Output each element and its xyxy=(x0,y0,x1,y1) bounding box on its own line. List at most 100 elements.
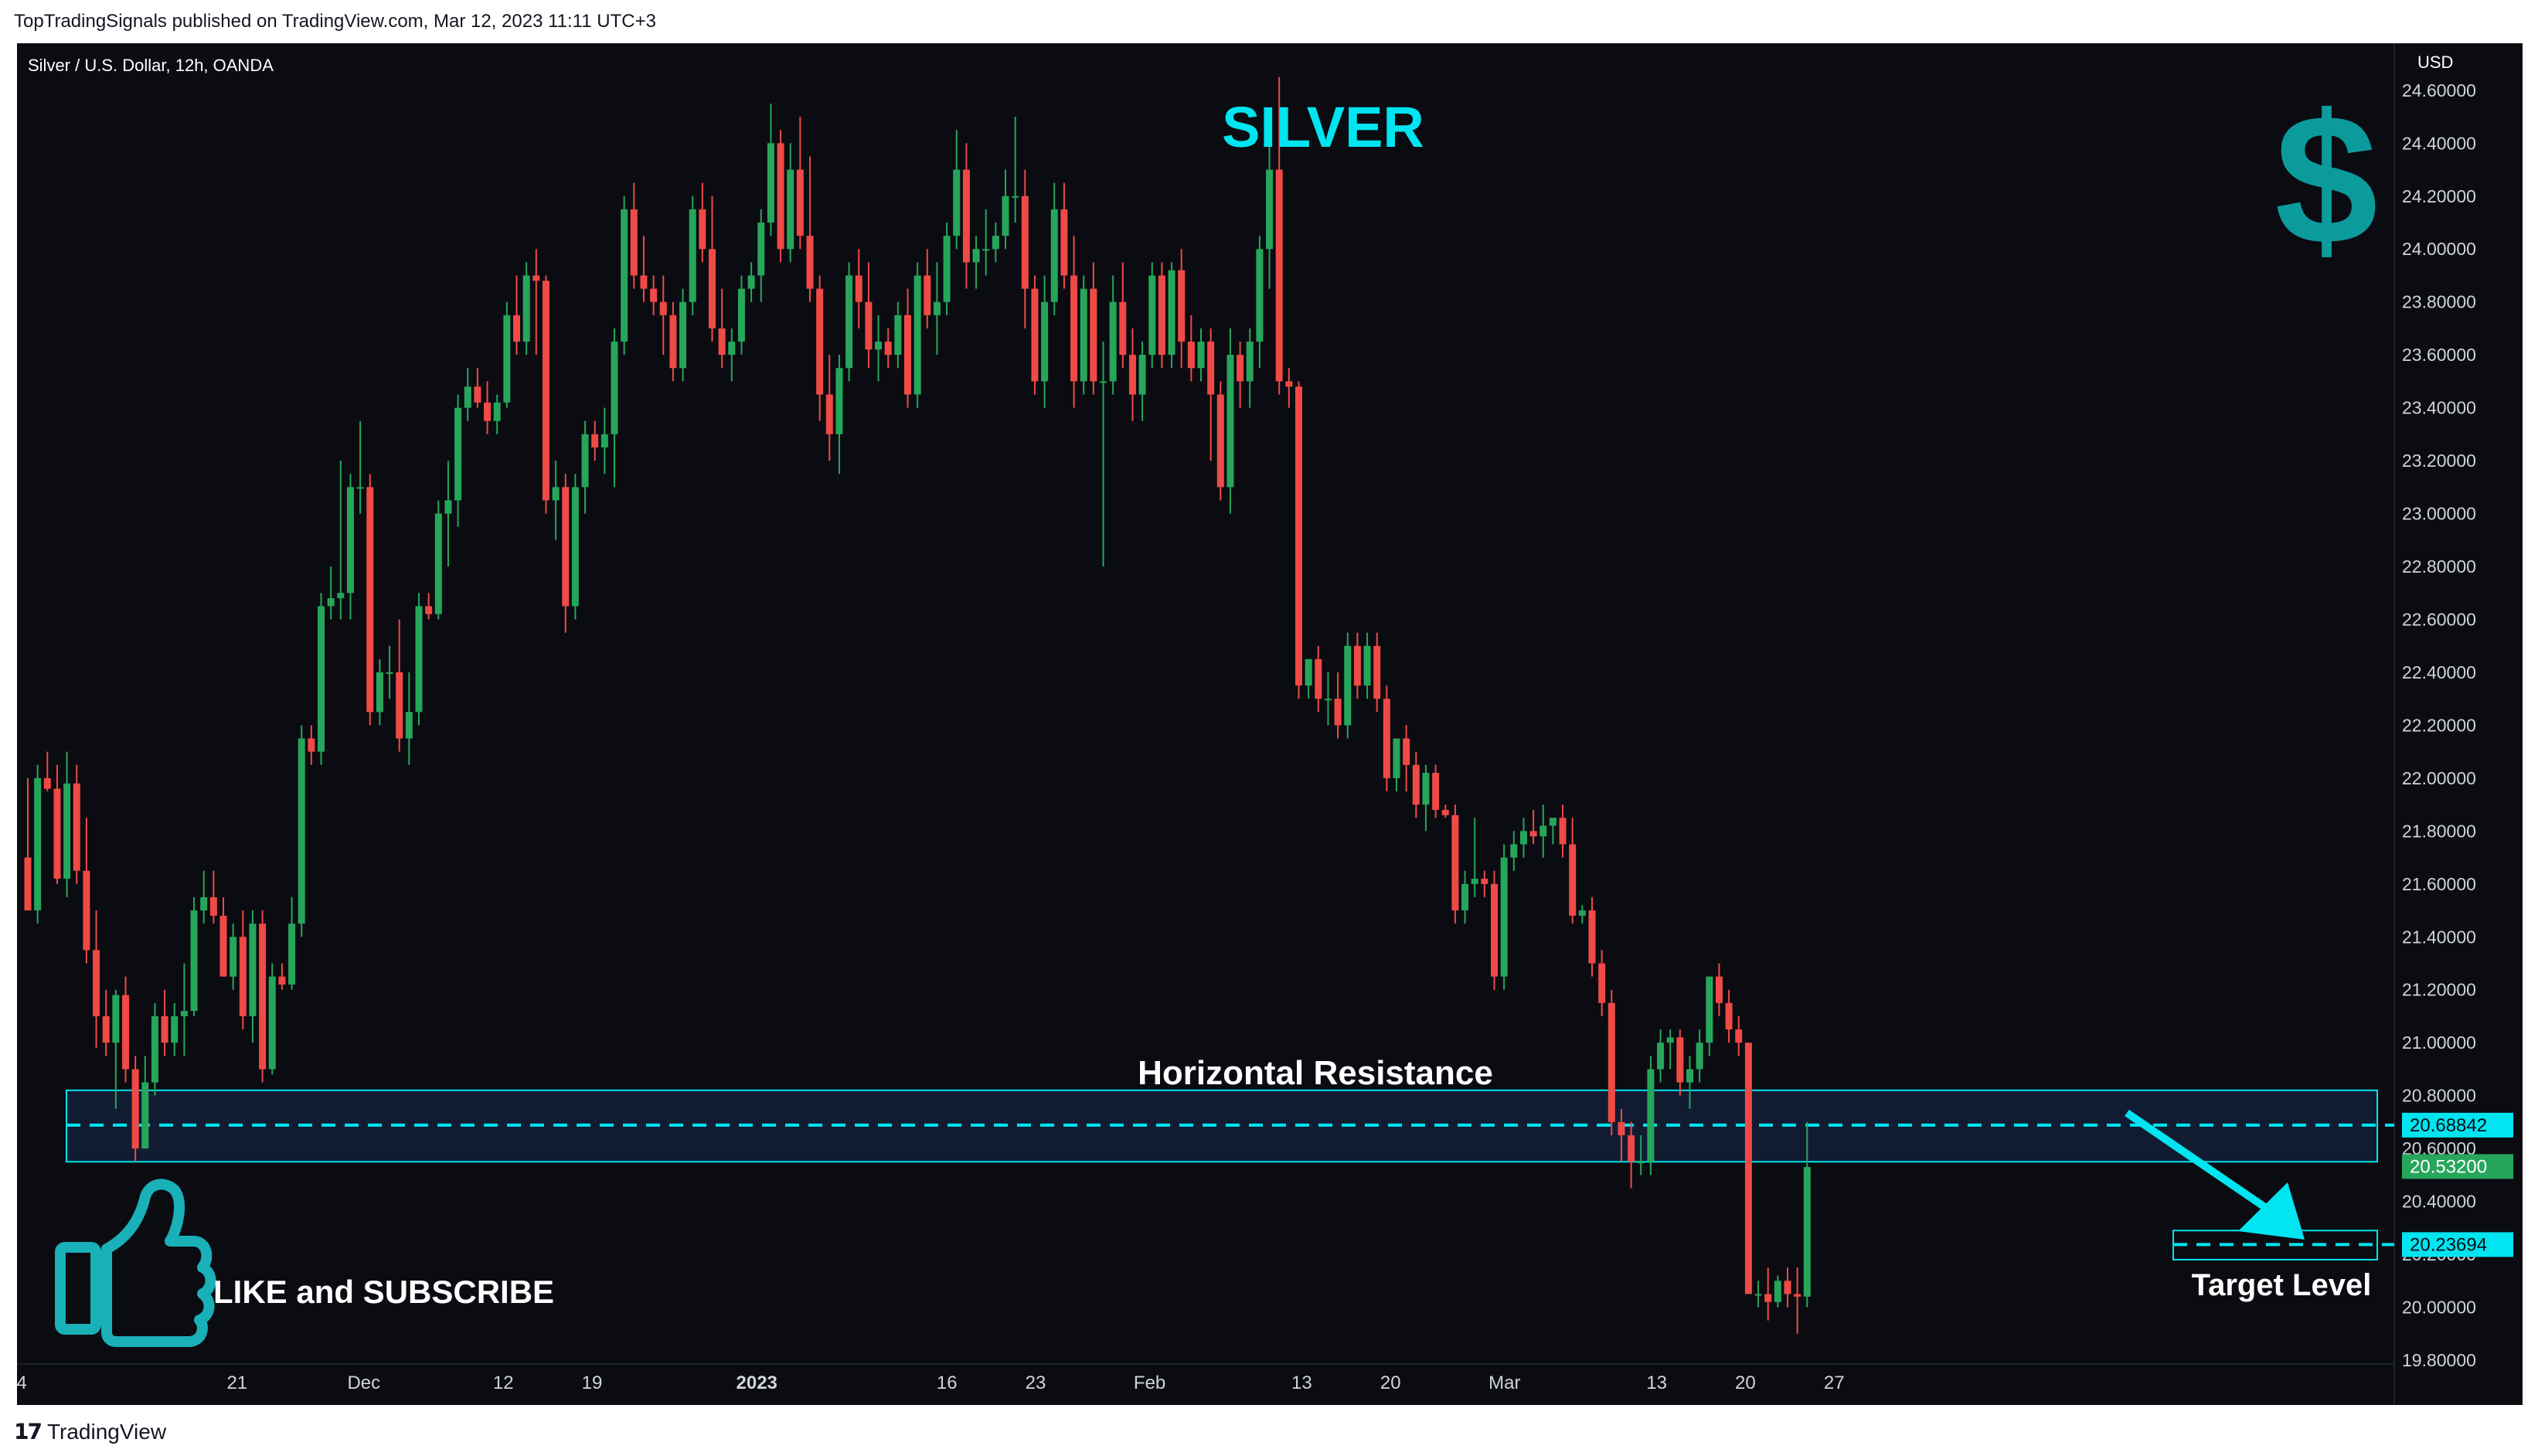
candle-body[interactable] xyxy=(1618,1121,1625,1136)
candle-body[interactable] xyxy=(571,487,579,607)
candle-body[interactable] xyxy=(1578,910,1586,916)
candle-body[interactable] xyxy=(1559,818,1567,845)
candle-body[interactable] xyxy=(591,434,599,447)
candle-body[interactable] xyxy=(757,223,765,276)
candle-body[interactable] xyxy=(63,783,71,879)
candle-body[interactable] xyxy=(327,598,335,607)
candle-body[interactable] xyxy=(933,301,941,315)
candle-body[interactable] xyxy=(425,606,433,614)
candle-body[interactable] xyxy=(1393,738,1400,778)
candle-body[interactable] xyxy=(825,394,833,434)
candle-body[interactable] xyxy=(1373,645,1381,699)
candle-body[interactable] xyxy=(962,169,970,263)
candle-body[interactable] xyxy=(1041,301,1049,382)
candle-body[interactable] xyxy=(1148,275,1156,355)
candle-body[interactable] xyxy=(1735,1029,1743,1043)
candle-body[interactable] xyxy=(600,434,608,447)
candle-body[interactable] xyxy=(346,487,354,594)
candle-body[interactable] xyxy=(1324,699,1332,701)
candle-body[interactable] xyxy=(503,315,511,403)
candle-body[interactable] xyxy=(356,487,364,489)
candle-body[interactable] xyxy=(640,275,648,289)
candle-body[interactable] xyxy=(131,1069,139,1149)
candle-body[interactable] xyxy=(230,937,237,977)
candle-body[interactable] xyxy=(1295,386,1302,686)
candle-body[interactable] xyxy=(1080,288,1087,382)
candle-body[interactable] xyxy=(308,738,315,752)
candle-body[interactable] xyxy=(1539,825,1547,837)
candle-body[interactable] xyxy=(855,275,862,302)
candle-body[interactable] xyxy=(259,924,267,1070)
candle-body[interactable] xyxy=(1090,288,1097,382)
candle-body[interactable] xyxy=(982,249,990,251)
candle-body[interactable] xyxy=(1754,1294,1762,1296)
candle-body[interactable] xyxy=(1706,976,1713,1043)
candle-body[interactable] xyxy=(1491,883,1498,977)
candle-body[interactable] xyxy=(1050,209,1058,302)
candle-body[interactable] xyxy=(1138,355,1146,395)
candle-body[interactable] xyxy=(894,315,902,355)
candle-body[interactable] xyxy=(1725,1002,1733,1030)
candle-body[interactable] xyxy=(709,249,716,328)
candle-body[interactable] xyxy=(454,407,462,501)
candle-body[interactable] xyxy=(278,976,286,985)
candle-body[interactable] xyxy=(1519,831,1527,845)
candle-body[interactable] xyxy=(816,288,824,395)
candle-body[interactable] xyxy=(171,1015,179,1043)
candle-body[interactable] xyxy=(1500,857,1508,977)
candle-body[interactable] xyxy=(845,275,853,369)
candle-body[interactable] xyxy=(1598,963,1606,1003)
candle-body[interactable] xyxy=(180,1011,188,1016)
candle-body[interactable] xyxy=(1471,878,1478,884)
candle-body[interactable] xyxy=(669,315,677,369)
candle-body[interactable] xyxy=(288,924,296,985)
candle-body[interactable] xyxy=(1628,1135,1635,1162)
candle-body[interactable] xyxy=(542,281,549,501)
candle-body[interactable] xyxy=(1012,196,1019,198)
candle-body[interactable] xyxy=(53,788,61,879)
candle-body[interactable] xyxy=(268,976,276,1070)
candle-body[interactable] xyxy=(73,783,80,871)
candle-body[interactable] xyxy=(699,209,706,250)
candle-body[interactable] xyxy=(1305,658,1312,686)
candle-body[interactable] xyxy=(1696,1043,1703,1070)
candle-body[interactable] xyxy=(83,870,90,951)
candle-body[interactable] xyxy=(787,169,794,250)
candle-body[interactable] xyxy=(513,315,520,342)
candle-body[interactable] xyxy=(1676,1037,1684,1083)
candle-body[interactable] xyxy=(611,342,618,434)
candle-body[interactable] xyxy=(1412,764,1420,805)
candle-body[interactable] xyxy=(1637,1162,1645,1164)
candle-body[interactable] xyxy=(630,209,638,276)
candle-body[interactable] xyxy=(1285,381,1293,387)
candle-body[interactable] xyxy=(209,896,217,916)
candle-body[interactable] xyxy=(1441,809,1449,815)
candle-body[interactable] xyxy=(464,386,471,408)
candle-body[interactable] xyxy=(1803,1167,1811,1297)
candle-body[interactable] xyxy=(1451,815,1459,911)
candle-body[interactable] xyxy=(1246,342,1254,382)
candle-body[interactable] xyxy=(1128,355,1136,395)
candle-body[interactable] xyxy=(161,1015,168,1043)
candle-body[interactable] xyxy=(376,672,383,713)
candle-body[interactable] xyxy=(1119,301,1127,355)
candle-body[interactable] xyxy=(219,915,227,977)
candle-body[interactable] xyxy=(522,275,530,342)
candle-body[interactable] xyxy=(484,402,492,421)
candle-body[interactable] xyxy=(767,143,774,223)
candle-body[interactable] xyxy=(444,500,452,514)
candle-body[interactable] xyxy=(562,487,570,607)
candle-body[interactable] xyxy=(865,301,873,350)
candle-body[interactable] xyxy=(493,402,501,421)
candle-body[interactable] xyxy=(747,275,755,289)
candle-body[interactable] xyxy=(122,995,129,1070)
candle-body[interactable] xyxy=(1237,355,1244,382)
candle-body[interactable] xyxy=(102,1015,110,1043)
candle-body[interactable] xyxy=(875,342,883,350)
candle-body[interactable] xyxy=(298,738,305,924)
candle-body[interactable] xyxy=(43,777,51,789)
candle-body[interactable] xyxy=(337,593,345,599)
candle-body[interactable] xyxy=(972,249,980,263)
candle-body[interactable] xyxy=(679,301,687,369)
